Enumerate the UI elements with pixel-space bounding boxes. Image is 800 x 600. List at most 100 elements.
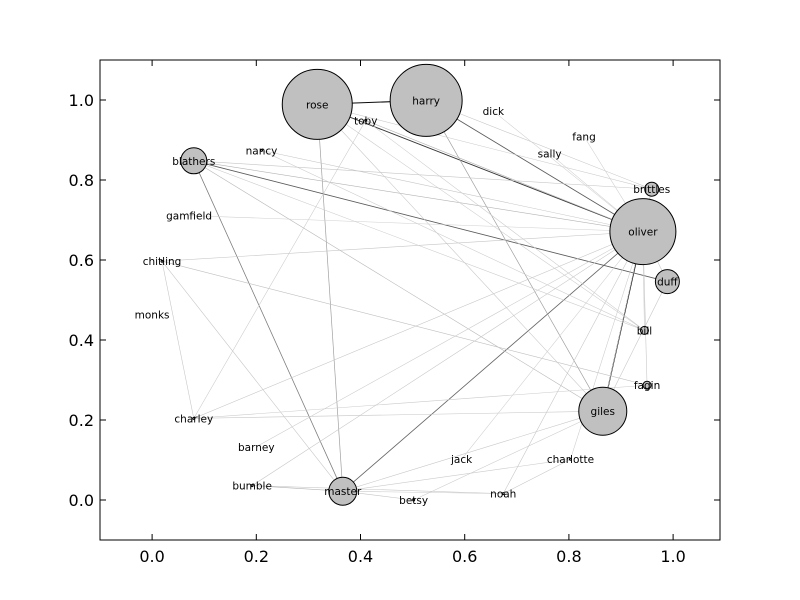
edge-blathers-master bbox=[193, 160, 344, 492]
node-betsy bbox=[412, 498, 416, 502]
edge-toby-bill bbox=[365, 120, 645, 331]
edge-jack-oliver bbox=[461, 231, 644, 460]
node-label-monks: monks bbox=[135, 309, 170, 321]
edge-charley-oliver bbox=[193, 231, 644, 419]
node-label-noah: noah bbox=[490, 489, 516, 501]
node-label-master: master bbox=[324, 486, 362, 498]
y-tick-label-5: 1.0 bbox=[69, 91, 94, 110]
x-tick-label-5: 1.0 bbox=[660, 547, 685, 566]
edge-chitling-fagin bbox=[161, 260, 648, 386]
node-oliver bbox=[609, 198, 677, 266]
edge-blathers-giles bbox=[193, 160, 603, 412]
node-label-fagin: fagin bbox=[634, 380, 660, 392]
edge-rose-bill bbox=[317, 104, 645, 331]
node-label-bill: bill bbox=[637, 325, 652, 337]
node-giles bbox=[578, 386, 628, 436]
node-label-toby: toby bbox=[354, 115, 377, 127]
node-duff bbox=[654, 269, 680, 295]
node-label-nancy: nancy bbox=[246, 145, 278, 157]
node-label-fang: fang bbox=[572, 131, 595, 143]
edge-harry-oliver bbox=[425, 100, 644, 232]
node-label-rose: rose bbox=[306, 99, 328, 111]
x-tick-label-4: 0.8 bbox=[556, 547, 581, 566]
node-nancy bbox=[260, 148, 264, 152]
edge-chitling-oliver bbox=[161, 231, 643, 262]
node-label-brittles: brittles bbox=[633, 184, 670, 196]
node-label-duff: duff bbox=[657, 277, 678, 289]
node-label-betsy: betsy bbox=[399, 495, 428, 507]
node-label-oliver: oliver bbox=[628, 227, 658, 239]
edge-bumble-noah bbox=[252, 485, 504, 494]
node-label-giles: giles bbox=[591, 406, 615, 418]
edge-rose-master bbox=[316, 104, 344, 492]
edge-barney-oliver bbox=[256, 231, 644, 448]
x-tick-label-3: 0.6 bbox=[452, 547, 477, 566]
nodes-layer bbox=[160, 63, 680, 506]
edge-rose-giles bbox=[317, 104, 603, 412]
edge-harry-giles bbox=[425, 100, 604, 412]
x-tick-label-1: 0.2 bbox=[244, 547, 269, 566]
edge-blathers-bill bbox=[193, 160, 645, 331]
plot-frame bbox=[99, 59, 721, 541]
y-tick-label-4: 0.8 bbox=[69, 171, 94, 190]
edge-noah-oliver bbox=[503, 231, 644, 494]
node-label-charley: charley bbox=[174, 413, 213, 425]
edge-master-noah bbox=[342, 490, 504, 494]
y-tick-label-3: 0.6 bbox=[69, 251, 94, 270]
node-bumble bbox=[250, 484, 254, 488]
edge-blathers-oliver bbox=[193, 160, 643, 232]
node-charley bbox=[192, 416, 196, 420]
node-label-jack: jack bbox=[450, 454, 473, 466]
node-label-gamfield: gamfield bbox=[166, 211, 212, 223]
node-blathers bbox=[180, 147, 208, 175]
edge-charley-fagin bbox=[193, 384, 648, 419]
edge-rose-oliver bbox=[317, 103, 644, 233]
y-tick-label-2: 0.4 bbox=[69, 331, 94, 350]
node-label-barney: barney bbox=[238, 442, 275, 454]
node-chitling bbox=[160, 259, 164, 263]
node-labels-layer: rose harry toby dick fang sally nancy blathers b… bbox=[135, 95, 679, 507]
edge-master-giles bbox=[342, 410, 603, 492]
x-tick-label-0: 0.0 bbox=[139, 547, 164, 566]
edge-chitling-charley bbox=[161, 261, 195, 419]
edge-bumble-oliver bbox=[251, 231, 644, 486]
edge-bumble-master bbox=[252, 485, 343, 492]
edge-toby-charley bbox=[193, 120, 366, 419]
node-label-dick: dick bbox=[483, 106, 505, 118]
node-label-harry: harry bbox=[412, 95, 440, 107]
edge-harry-brittles bbox=[426, 100, 652, 190]
node-rose bbox=[281, 68, 353, 140]
edge-toby-oliver bbox=[365, 120, 644, 232]
edge-nancy-bill bbox=[261, 150, 645, 331]
y-tick-label-1: 0.2 bbox=[69, 411, 94, 430]
node-label-charlotte: charlotte bbox=[547, 454, 594, 466]
x-tick-label-2: 0.4 bbox=[348, 547, 373, 566]
node-charlotte bbox=[568, 457, 572, 461]
edge-blathers-duff bbox=[193, 160, 668, 283]
y-tick-label-0: 0.0 bbox=[69, 491, 94, 510]
node-noah bbox=[501, 492, 505, 496]
node-label-blathers: blathers bbox=[172, 156, 215, 168]
edge-chitling-master bbox=[161, 261, 344, 492]
node-master bbox=[328, 476, 358, 506]
edge-master-charlotte bbox=[342, 458, 571, 492]
node-fagin bbox=[642, 380, 652, 390]
node-label-sally: sally bbox=[538, 149, 562, 161]
edge-blathers-brittles bbox=[193, 160, 652, 190]
node-harry bbox=[389, 63, 463, 137]
node-label-chitling: chitling bbox=[143, 256, 182, 268]
edge-gamfield-oliver bbox=[189, 215, 643, 232]
node-bill bbox=[639, 325, 649, 335]
edge-charley-giles bbox=[193, 410, 603, 419]
node-label-bumble: bumble bbox=[232, 481, 272, 493]
edge-betsy-giles bbox=[413, 410, 603, 501]
edge-master-oliver bbox=[342, 231, 644, 492]
edge-noah-charlotte bbox=[503, 458, 571, 494]
node-toby bbox=[364, 118, 368, 122]
axes-layer: 0.0 0.2 0.4 0.6 0.8 1.0 0.0 0.2 0.4 0.6 0.8 1.0 bbox=[69, 60, 720, 566]
edges-layer bbox=[161, 99, 668, 501]
node-brittles bbox=[644, 181, 660, 197]
edge-nancy-oliver bbox=[261, 150, 643, 232]
edge-rose-brittles bbox=[317, 104, 652, 190]
